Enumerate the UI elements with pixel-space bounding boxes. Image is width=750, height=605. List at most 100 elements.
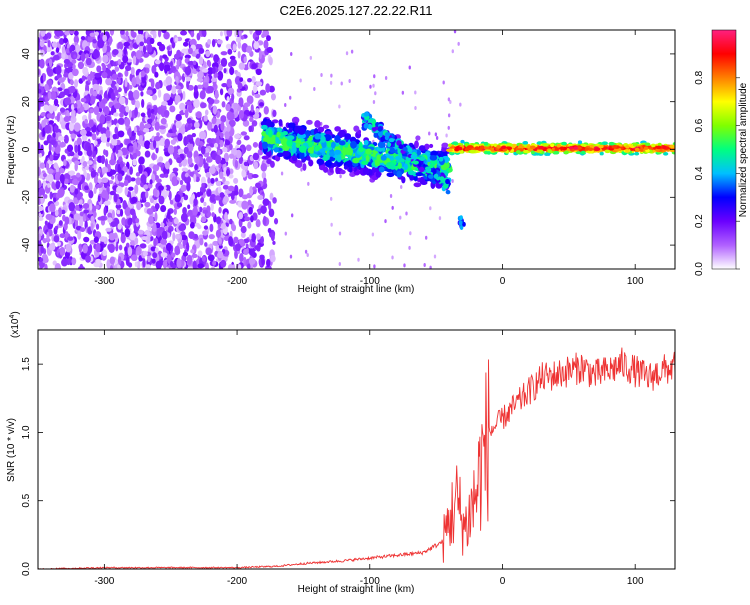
- heatmap-cell: [119, 112, 124, 118]
- heatmap-cell: [138, 164, 143, 174]
- heatmap-cell: [429, 143, 434, 149]
- heatmap-cell: [49, 203, 56, 213]
- heatmap-cell: [479, 145, 485, 150]
- heatmap-cell: [389, 193, 393, 198]
- heatmap-cell: [120, 104, 126, 114]
- heatmap-cell: [134, 100, 141, 110]
- heatmap-cell: [110, 92, 116, 101]
- heatmap-cell: [233, 177, 239, 184]
- heatmap-cell: [120, 208, 124, 217]
- heatmap-cell: [332, 162, 338, 167]
- heatmap-cell: [88, 166, 93, 171]
- heatmap-cell: [329, 80, 333, 85]
- heatmap-cell: [46, 231, 50, 241]
- y-tick-label: -40: [21, 237, 32, 252]
- heatmap-cell: [235, 243, 241, 252]
- heatmap-cell: [171, 85, 177, 95]
- heatmap-cell: [70, 96, 76, 104]
- heatmap-cell: [217, 70, 224, 81]
- heatmap-cell: [363, 123, 369, 129]
- heatmap-cell: [182, 207, 187, 215]
- heatmap-cell: [542, 143, 549, 147]
- heatmap-cell: [238, 238, 245, 246]
- heatmap-cell: [200, 176, 206, 185]
- heatmap-cell: [262, 215, 267, 226]
- heatmap-cell: [330, 73, 333, 78]
- heatmap-cell: [124, 207, 132, 217]
- heatmap-cell: [232, 43, 237, 52]
- heatmap-cell: [132, 55, 137, 65]
- heatmap-cell: [433, 254, 437, 259]
- heatmap-cell: [205, 171, 211, 178]
- heatmap-cell: [180, 212, 188, 223]
- heatmap-cell: [252, 186, 257, 191]
- heatmap-cell: [374, 91, 377, 96]
- heatmap-cell: [365, 154, 370, 163]
- heatmap-cell: [64, 63, 68, 69]
- x-tick-label: -200: [227, 576, 247, 587]
- heatmap-cell: [248, 206, 253, 215]
- heatmap-cell: [252, 84, 258, 94]
- heatmap-cell: [469, 149, 476, 154]
- heatmap-cell: [384, 135, 389, 141]
- heatmap-cell: [387, 141, 392, 148]
- heatmap-cell: [187, 124, 192, 131]
- heatmap-cell: [179, 102, 186, 111]
- heatmap-cell: [71, 178, 79, 186]
- heatmap-cell: [97, 39, 105, 49]
- heatmap-cell: [206, 137, 213, 144]
- heatmap-cell: [119, 30, 125, 35]
- heatmap-cell: [266, 258, 271, 268]
- heatmap-cell: [69, 151, 75, 157]
- heatmap-cell: [52, 131, 56, 139]
- heatmap-cell: [96, 138, 102, 145]
- heatmap-cell: [71, 68, 79, 77]
- heatmap-cell: [398, 144, 404, 150]
- heatmap-cell: [45, 44, 52, 53]
- heatmap-cell: [199, 237, 204, 246]
- heatmap-cell: [140, 112, 146, 118]
- heatmap-cell: [241, 200, 249, 210]
- heatmap-cell: [118, 244, 123, 251]
- heatmap-cell: [103, 206, 107, 217]
- spectrogram-xlabel: Height of straight line (km): [298, 284, 415, 295]
- heatmap-cell: [219, 31, 223, 37]
- heatmap-cell: [445, 133, 448, 138]
- heatmap-cell: [45, 213, 53, 221]
- heatmap-cell: [59, 233, 66, 239]
- heatmap-cell: [42, 172, 47, 178]
- heatmap-cell: [88, 190, 94, 199]
- heatmap-cell: [65, 67, 72, 73]
- heatmap-cell: [62, 37, 69, 44]
- heatmap-cell: [206, 189, 212, 197]
- heatmap-cell: [152, 252, 158, 259]
- heatmap-cell: [308, 159, 314, 167]
- heatmap-cell: [100, 182, 104, 187]
- heatmap-cell: [80, 97, 87, 103]
- heatmap-cell: [57, 188, 65, 198]
- heatmap-cell: [53, 98, 59, 107]
- heatmap-cell: [209, 194, 217, 203]
- heatmap-cell: [55, 30, 61, 38]
- heatmap-cell: [443, 150, 448, 158]
- heatmap-cell: [48, 58, 53, 68]
- heatmap-cell: [57, 241, 61, 247]
- heatmap-cell: [59, 246, 66, 257]
- heatmap-cell: [212, 260, 217, 266]
- heatmap-cell: [255, 30, 262, 36]
- heatmap-cell: [396, 170, 403, 178]
- heatmap-cell: [82, 244, 88, 254]
- heatmap-cell: [71, 59, 77, 65]
- heatmap-cell: [138, 135, 143, 143]
- heatmap-cell: [134, 261, 138, 268]
- heatmap-cell: [221, 83, 228, 88]
- heatmap-cell: [64, 216, 70, 225]
- heatmap-cell: [262, 141, 268, 150]
- heatmap-cell: [345, 160, 354, 168]
- heatmap-cell: [203, 115, 208, 122]
- heatmap-cell: [43, 140, 49, 146]
- heatmap-cell: [266, 46, 274, 53]
- heatmap-cell: [38, 166, 41, 177]
- heatmap-cell: [161, 101, 168, 106]
- heatmap-cell: [235, 36, 242, 43]
